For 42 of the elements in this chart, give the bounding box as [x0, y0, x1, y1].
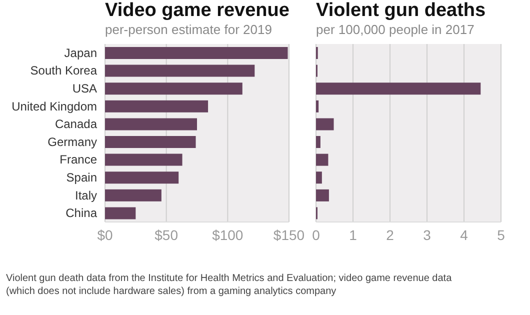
bar [316, 154, 328, 166]
x-tick-label: 2 [386, 226, 394, 243]
y-tick-label: Canada [54, 117, 98, 132]
y-tick-label: Italy [74, 188, 97, 202]
y-tick-label: China [66, 206, 98, 220]
bar [316, 118, 334, 130]
x-tick-label: 3 [423, 226, 432, 243]
bar [105, 100, 208, 112]
x-tick-label: $100 [212, 226, 244, 243]
y-tick-label: Japan [64, 46, 97, 60]
bar [105, 154, 182, 166]
x-tick-label: 0 [312, 226, 320, 243]
text: Violent gun death data from the Institute for Health Metrics and Evaluation; video game revenue data (which does not include hardware sales) from a gaming analytics company [6, 272, 453, 298]
bar [105, 47, 288, 59]
bar [316, 82, 481, 95]
y-tick-label: France [60, 152, 98, 167]
y-tick-label: Spain [66, 170, 97, 184]
y-tick-label: USA [72, 82, 97, 96]
x-tick-label: 1 [349, 226, 358, 243]
x-tick-label: $0 [97, 226, 113, 243]
y-tick-label: United Kingdom [12, 99, 97, 114]
bar [105, 82, 242, 95]
y-tick-label: South Korea [30, 64, 98, 78]
chart-title: Video game revenue [105, 0, 290, 22]
x-tick-label: 4 [460, 226, 468, 243]
bar [316, 172, 322, 184]
bar [105, 118, 197, 130]
bar [316, 100, 319, 112]
bar [316, 189, 329, 202]
bar [105, 136, 196, 148]
x-tick-label: 5 [497, 226, 506, 243]
chart-subtitle: per-person estimate for 2019 [105, 22, 273, 38]
bar [316, 136, 320, 148]
bar [105, 64, 255, 77]
chart-title: Violent gun deaths [316, 0, 487, 22]
x-tick-label: $50 [154, 226, 178, 243]
chart-subtitle: per 100,000 people in 2017 [316, 22, 476, 38]
bar [105, 207, 136, 220]
y-tick-label: Germany [48, 134, 97, 149]
bar [105, 189, 162, 202]
bar [105, 172, 179, 184]
x-tick-label: $150 [273, 226, 305, 243]
